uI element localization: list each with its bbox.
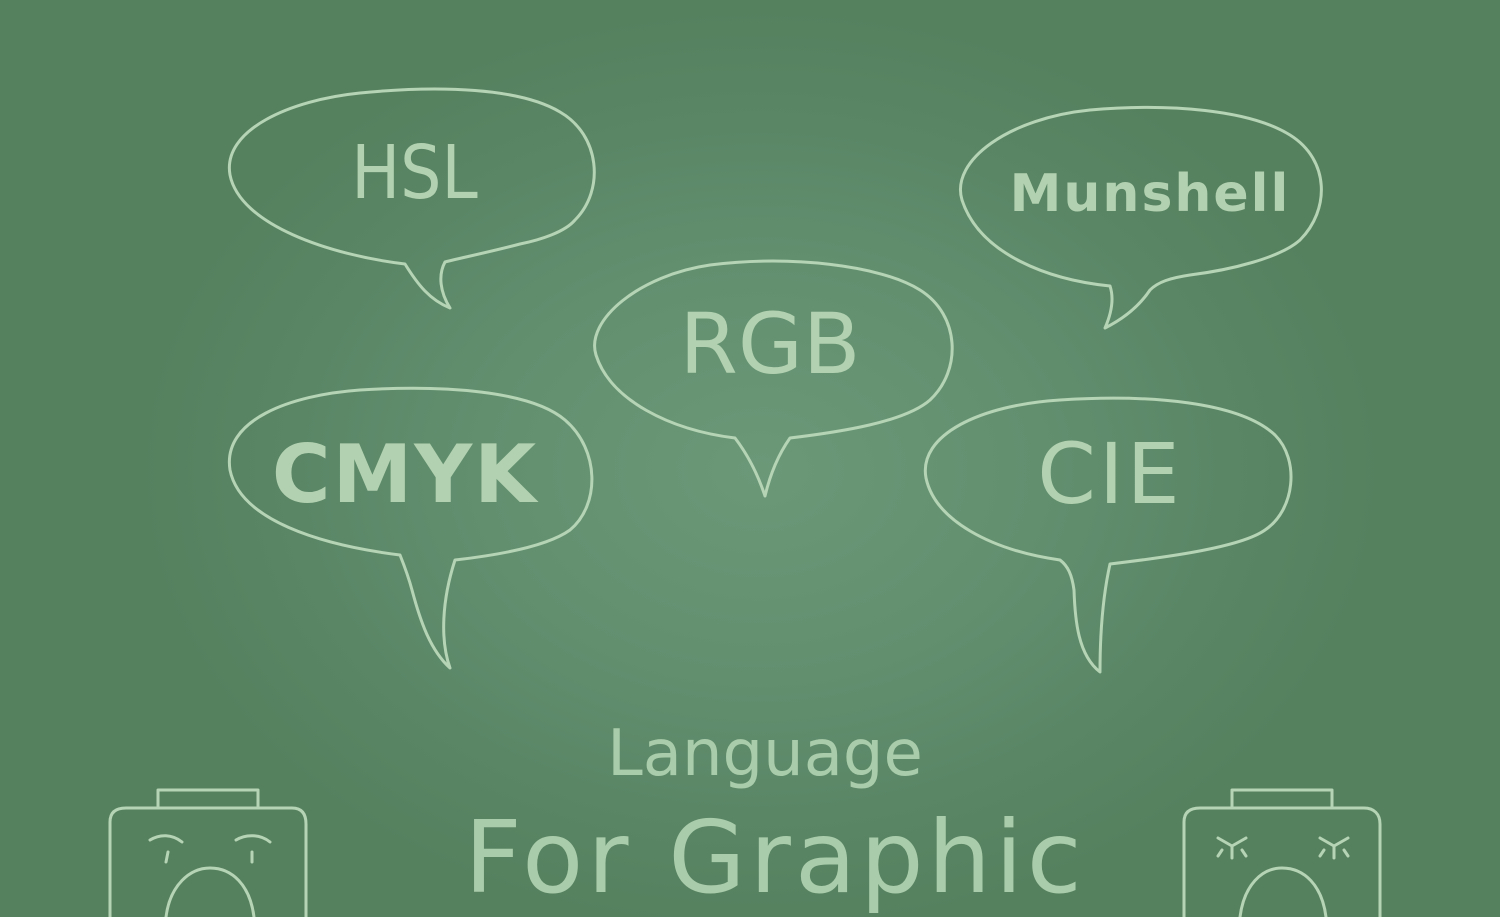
right-camera-mouth: [1238, 866, 1328, 917]
worried-camera-face-icon: [108, 788, 308, 917]
speech-bubble-rgb-outline: [593, 259, 954, 498]
speech-bubble-hsl-outline: [227, 87, 596, 310]
right-camera-body: [1182, 788, 1382, 917]
speech-bubble-cie-outline: [923, 396, 1293, 674]
right-camera-eye-left: [1216, 836, 1248, 860]
speech-bubble-munshell-outline: [959, 105, 1323, 330]
speech-bubble-munshell: Munshell: [959, 105, 1323, 330]
bubble-label-cie: CIE: [1037, 425, 1183, 523]
left-camera-mouth: [164, 866, 256, 917]
bubble-label-rgb: RGB: [679, 295, 860, 393]
left-camera-brow-left: [148, 834, 184, 844]
crying-camera-face-icon: [1182, 788, 1382, 917]
title-line-1: Language: [607, 717, 923, 791]
speech-bubble-cie: CIE: [923, 396, 1293, 674]
right-camera-eye-right: [1318, 836, 1350, 860]
speech-bubble-cmyk: CMYK: [227, 386, 594, 670]
speech-bubble-cmyk-outline: [227, 386, 594, 670]
bubble-label-hsl: HSL: [351, 130, 478, 216]
left-camera-body: [108, 788, 308, 917]
speech-bubble-hsl: HSL: [227, 87, 596, 310]
left-camera-eye-left: [164, 850, 170, 864]
speech-bubble-rgb: RGB: [593, 259, 954, 498]
left-camera-brow-right: [234, 834, 272, 844]
bubble-label-munshell: Munshell: [1010, 164, 1291, 224]
bubble-label-cmyk: CMYK: [272, 428, 539, 521]
title-line-2: For Graphic: [464, 799, 1086, 916]
